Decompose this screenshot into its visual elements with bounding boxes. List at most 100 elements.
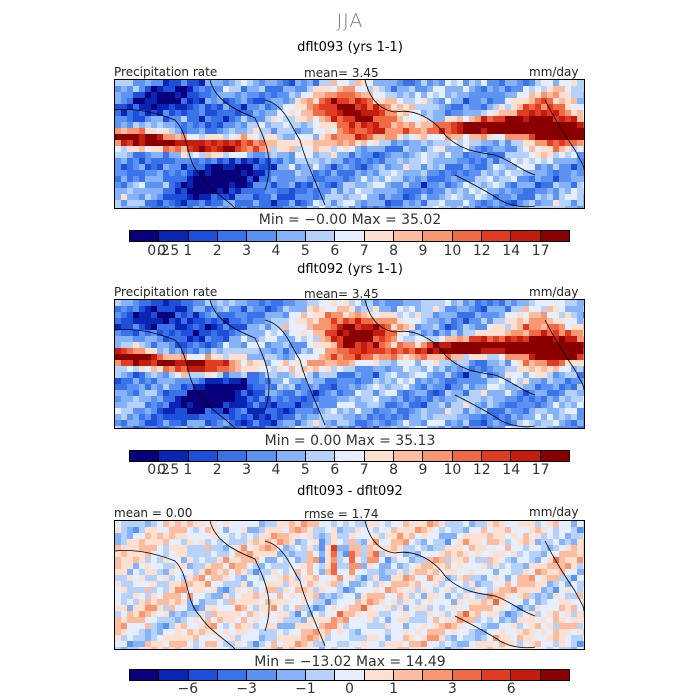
colorbar-tick-label: 7 bbox=[359, 243, 369, 259]
colorbar-tick-label: 7 bbox=[359, 462, 369, 478]
panel-1-units-label: mm/day bbox=[529, 65, 579, 79]
panel-3-rmse-label: rmse = 1.74 bbox=[304, 507, 379, 521]
panel-3-title: dflt093 - dflt092 bbox=[297, 484, 403, 499]
panel-2-variable-label: Precipitation rate bbox=[114, 285, 218, 299]
colorbar-swatch bbox=[481, 670, 512, 680]
panel-3-mean-label: mean = 0.00 bbox=[114, 506, 193, 520]
panel-3-units-label: mm/day bbox=[529, 505, 579, 519]
colorbar-swatch bbox=[511, 451, 541, 461]
colorbar-swatch bbox=[423, 231, 453, 241]
colorbar-tick-label: 1 bbox=[183, 462, 193, 478]
panel-1-title: dflt093 (yrs 1-1) bbox=[297, 40, 403, 55]
panel-2-minmax: Min = 0.00 Max = 35.13 bbox=[264, 433, 436, 449]
panel-2-title: dflt092 (yrs 1-1) bbox=[297, 262, 403, 277]
colorbar-tick-label: 10 bbox=[443, 462, 462, 478]
panel-2-mean-label: mean= 3.45 bbox=[304, 287, 379, 301]
colorbar-tick-label: 1 bbox=[183, 243, 193, 259]
colorbar-tick-label: 5 bbox=[300, 462, 310, 478]
colorbar-tick-label: −3 bbox=[236, 681, 257, 697]
colorbar-swatch bbox=[217, 451, 248, 461]
colorbar-tick-label: 9 bbox=[418, 462, 428, 478]
colorbar-swatch bbox=[130, 451, 160, 461]
colorbar-swatch bbox=[159, 670, 189, 680]
colorbar-swatch bbox=[511, 231, 541, 241]
colorbar-tick-label: 9 bbox=[418, 243, 428, 259]
colorbar-tick-label: 5 bbox=[300, 243, 310, 259]
panel-1-map bbox=[114, 79, 585, 209]
colorbar-swatch bbox=[276, 231, 306, 241]
colorbar-tick-label: 3 bbox=[447, 681, 457, 697]
colorbar-swatch bbox=[511, 670, 541, 680]
colorbar-tick-label: 6 bbox=[330, 462, 340, 478]
panel-3-map bbox=[114, 520, 585, 650]
colorbar-swatch bbox=[452, 231, 482, 241]
colorbar-swatch bbox=[335, 451, 365, 461]
panel-1-colorbar-ticks: 0.2 0.5 1 2 3 4 5 6 7 8 9 10 12 14 17 bbox=[129, 243, 570, 259]
panel-2-colorbar-ticks: 0.2 0.5 1 2 3 4 5 6 7 8 9 10 12 14 17 bbox=[129, 462, 570, 478]
colorbar-swatch bbox=[393, 670, 424, 680]
colorbar-tick-label: −6 bbox=[177, 681, 199, 697]
panel-3-colorbar bbox=[129, 669, 570, 681]
colorbar-swatch bbox=[188, 451, 218, 461]
colorbar-swatch bbox=[130, 670, 160, 680]
colorbar-swatch bbox=[335, 231, 365, 241]
colorbar-tick-label: 0.5 bbox=[157, 462, 180, 478]
colorbar-tick-label: 10 bbox=[443, 243, 462, 259]
colorbar-swatch bbox=[452, 670, 482, 680]
colorbar-tick-label: 2 bbox=[212, 462, 222, 478]
panel-2-units-label: mm/day bbox=[529, 285, 579, 299]
colorbar-tick-label: 2 bbox=[212, 243, 222, 259]
colorbar-swatch bbox=[217, 670, 248, 680]
colorbar-tick-label: −1 bbox=[295, 681, 316, 697]
colorbar-tick-label: 8 bbox=[389, 462, 399, 478]
colorbar-swatch bbox=[305, 451, 336, 461]
colorbar-tick-label: 4 bbox=[271, 243, 281, 259]
colorbar-tick-label: 3 bbox=[242, 243, 252, 259]
colorbar-swatch bbox=[423, 670, 453, 680]
colorbar-tick-label: 6 bbox=[330, 243, 340, 259]
panel-3-minmax: Min = −13.02 Max = 14.49 bbox=[254, 654, 446, 670]
colorbar-swatch bbox=[159, 231, 189, 241]
colorbar-swatch bbox=[188, 670, 218, 680]
colorbar-swatch bbox=[364, 231, 394, 241]
colorbar-tick-label: 0.2 bbox=[147, 243, 170, 259]
colorbar-swatch bbox=[393, 231, 424, 241]
panel-2-colorbar bbox=[129, 450, 570, 462]
colorbar-swatch bbox=[247, 451, 277, 461]
colorbar-swatch bbox=[540, 451, 569, 461]
colorbar-swatch bbox=[393, 451, 424, 461]
colorbar-swatch bbox=[540, 231, 569, 241]
colorbar-swatch bbox=[364, 451, 394, 461]
colorbar-swatch bbox=[540, 670, 569, 680]
map-field-graphic bbox=[115, 521, 584, 649]
panel-3-colorbar-ticks: −6 −3 −1 0 1 3 6 bbox=[129, 681, 570, 697]
panel-1-mean-label: mean= 3.45 bbox=[304, 66, 379, 80]
colorbar-swatch bbox=[247, 670, 277, 680]
colorbar-tick-label: 12 bbox=[472, 462, 491, 478]
colorbar-swatch bbox=[130, 231, 160, 241]
colorbar-swatch bbox=[159, 451, 189, 461]
colorbar-tick-label: 0 bbox=[345, 681, 354, 697]
colorbar-tick-label: 6 bbox=[506, 681, 516, 697]
colorbar-swatch bbox=[423, 451, 453, 461]
colorbar-tick-label: 14 bbox=[502, 243, 521, 259]
colorbar-tick-label: 8 bbox=[389, 243, 399, 259]
panel-2-map bbox=[114, 299, 585, 429]
colorbar-swatch bbox=[217, 231, 248, 241]
colorbar-tick-label: 1 bbox=[389, 681, 399, 697]
colorbar-swatch bbox=[276, 670, 306, 680]
colorbar-swatch bbox=[364, 670, 394, 680]
colorbar-tick-label: 17 bbox=[531, 462, 550, 478]
colorbar-swatch bbox=[305, 231, 336, 241]
colorbar-tick-label: 14 bbox=[502, 462, 521, 478]
colorbar-tick-label: 0.5 bbox=[157, 243, 180, 259]
panel-1-minmax: Min = −0.00 Max = 35.02 bbox=[258, 212, 442, 228]
colorbar-tick-label: 17 bbox=[531, 243, 550, 259]
colorbar-tick-label: 3 bbox=[242, 462, 252, 478]
colorbar-tick-label: 12 bbox=[472, 243, 491, 259]
colorbar-swatch bbox=[276, 451, 306, 461]
colorbar-swatch bbox=[305, 670, 336, 680]
colorbar-swatch bbox=[247, 231, 277, 241]
colorbar-swatch bbox=[481, 231, 512, 241]
colorbar-tick-label: 0.2 bbox=[147, 462, 170, 478]
